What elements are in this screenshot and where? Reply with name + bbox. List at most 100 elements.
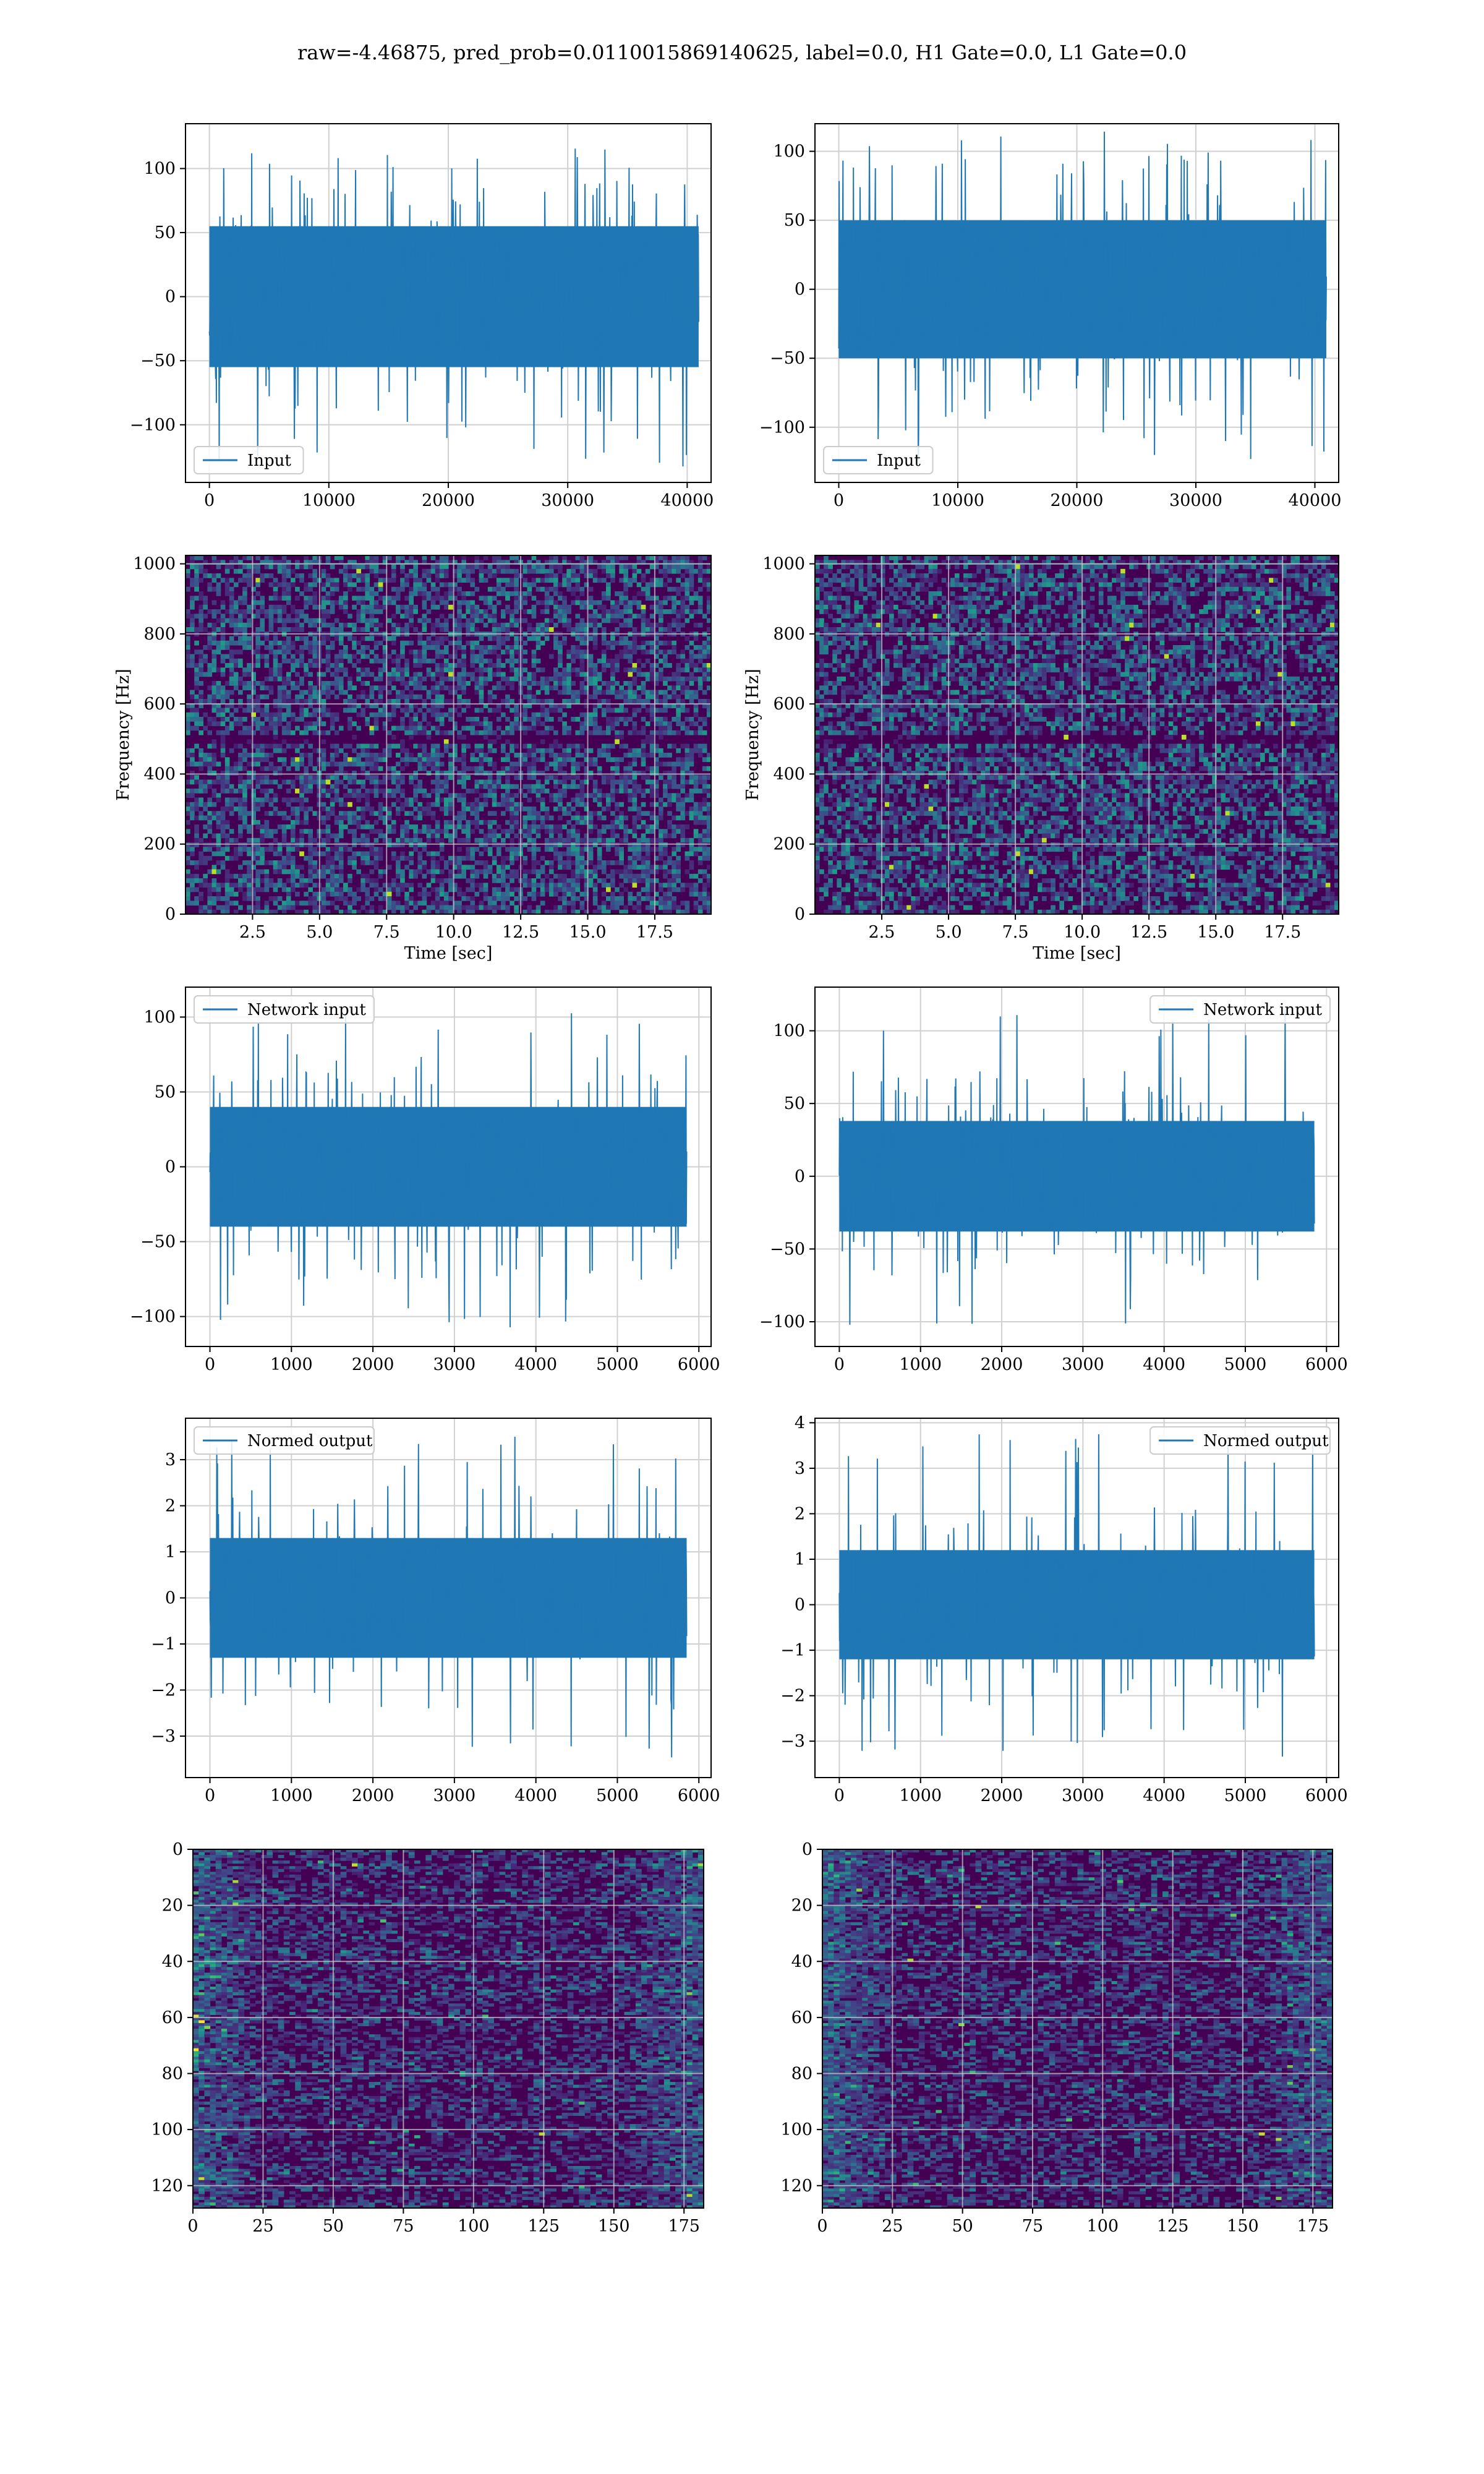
h1-feature-map-panel: 0 25 50 75 100 125 150 175 0 20 40 60 80 100 120 <box>151 1840 704 2236</box>
legend-frame <box>1149 1426 1331 1455</box>
y-tick-label: 400 <box>773 764 805 784</box>
x-tick-label: 0 <box>817 2217 827 2236</box>
x-tick-label: 15.0 <box>569 923 606 942</box>
x-tick-label: 25 <box>882 2217 903 2236</box>
x-tick-label: 75 <box>393 2217 414 2236</box>
x-tick-label: 1000 <box>899 1355 942 1374</box>
h1-normed-output-ticks: 0 1000 2000 3000 4000 5000 6000 −3 −2 −1 0 1 2 3 <box>151 1450 720 1805</box>
x-tick-label: 2.5 <box>869 923 895 942</box>
x-tick-label: 0 <box>834 491 844 510</box>
l1-input-series-line <box>838 131 1327 461</box>
y-tick-label: 800 <box>143 625 176 644</box>
y-tick-label: 400 <box>143 764 176 784</box>
y-tick-label: 200 <box>773 835 805 854</box>
x-tick-label: 17.5 <box>636 923 673 942</box>
x-tick-label: 12.5 <box>502 923 539 942</box>
h1-input-plot-area <box>186 124 711 482</box>
x-tick-label: 0 <box>205 1355 215 1374</box>
l1-normed-output-plot-area <box>815 1418 1339 1778</box>
y-tick-label: 800 <box>773 625 805 644</box>
y-tick-label: 0 <box>795 1167 805 1186</box>
h1-feature-map-frame <box>192 1849 704 2209</box>
y-tick-label: 40 <box>791 1952 812 1971</box>
l1-feature-map-ticks: 0 25 50 75 100 125 150 175 0 20 40 60 80 100 120 <box>780 1840 1329 2236</box>
y-tick-label: −100 <box>130 1308 176 1327</box>
x-tick-label: 2000 <box>981 1786 1023 1805</box>
x-tick-label: 6000 <box>1305 1786 1348 1805</box>
y-tick-label: 20 <box>791 1896 812 1915</box>
x-tick-label: 17.5 <box>1264 923 1301 942</box>
y-tick-label: 0 <box>802 1840 812 1859</box>
legend-label: Input <box>877 452 921 470</box>
l1-input-plot-area <box>815 124 1339 482</box>
x-tick-label: 30000 <box>1169 491 1222 510</box>
y-tick-label: 600 <box>773 695 805 714</box>
l1-feature-map-panel: 0 25 50 75 100 125 150 175 0 20 40 60 80 100 120 <box>780 1840 1333 2236</box>
x-tick-label: 100 <box>1087 2217 1119 2236</box>
y-tick-label: 1000 <box>762 555 805 574</box>
l1-spectrogram-ticks: 2.5 5.0 7.5 10.0 12.5 15.0 17.5 0 200 400 600 800 10… <box>762 555 1301 942</box>
y-tick-label: 50 <box>155 223 176 242</box>
x-tick-label: 150 <box>1227 2217 1259 2236</box>
y-tick-label: 100 <box>780 2120 812 2139</box>
x-tick-label: 5000 <box>1224 1786 1267 1805</box>
y-tick-label: 0 <box>165 905 176 924</box>
h1-normed-output-legend: Normed output <box>194 1426 375 1455</box>
y-tick-label: −3 <box>151 1727 176 1746</box>
x-tick-label: 6000 <box>678 1355 720 1374</box>
x-tick-label: 20000 <box>422 491 475 510</box>
x-tick-label: 6000 <box>678 1786 720 1805</box>
y-tick-label: 0 <box>165 288 176 307</box>
x-tick-label: 20000 <box>1051 491 1104 510</box>
h1-spectrogram-ticks: 2.5 5.0 7.5 10.0 12.5 15.0 17.5 0 200 400 600 800 10… <box>133 555 673 942</box>
x-tick-label: 150 <box>598 2217 630 2236</box>
x-tick-label: 5.0 <box>936 923 962 942</box>
x-tick-label: 10000 <box>302 491 356 510</box>
l1-spectrogram-x-axis-label: Time [sec] <box>1033 944 1121 963</box>
y-tick-label: 20 <box>162 1896 183 1915</box>
h1-network-input-ticks: 0 1000 2000 3000 4000 5000 6000 −100 −50 0 50 100 <box>130 1008 720 1374</box>
x-tick-label: 4000 <box>514 1786 557 1805</box>
x-tick-label: 125 <box>1157 2217 1189 2236</box>
y-tick-label: −50 <box>770 1239 805 1259</box>
h1-input-series-line <box>208 148 699 467</box>
legend-label: Normed output <box>247 1432 373 1450</box>
y-tick-label: 0 <box>165 1589 176 1608</box>
y-tick-label: 60 <box>162 2008 183 2027</box>
x-tick-label: 0 <box>205 1786 215 1805</box>
x-tick-label: 4000 <box>1143 1786 1185 1805</box>
y-tick-label: 1 <box>165 1543 176 1562</box>
x-tick-label: 10.0 <box>1064 923 1101 942</box>
y-tick-label: 4 <box>795 1413 805 1432</box>
x-tick-label: 50 <box>952 2217 973 2236</box>
h1-spectrogram-x-axis-label: Time [sec] <box>404 944 493 963</box>
y-tick-label: 100 <box>143 1008 176 1027</box>
y-tick-label: 0 <box>795 905 805 924</box>
h1-spectrogram-y-axis-label: Frequency [Hz] <box>114 669 133 800</box>
x-tick-label: 175 <box>668 2217 700 2236</box>
h1-normed-output-panel: Normed output 0 1000 2000 3000 4000 5000 6000 −3… <box>151 1418 720 1805</box>
y-tick-label: 100 <box>151 2120 183 2139</box>
y-tick-label: 50 <box>784 1094 805 1113</box>
x-tick-label: 0 <box>834 1355 845 1374</box>
legend-frame <box>194 1426 375 1455</box>
x-tick-label: 2000 <box>352 1355 394 1374</box>
l1-feature-map-grid <box>822 1849 1333 2208</box>
y-tick-label: 3 <box>795 1459 805 1478</box>
y-tick-label: −50 <box>140 1233 176 1252</box>
h1-input-panel: Input 0 10000 20000 30000 40000 −100 −50 0 50 100 <box>130 123 714 510</box>
x-tick-label: 0 <box>204 491 215 510</box>
x-tick-label: 3000 <box>433 1355 476 1374</box>
figure-title: raw=-4.46875, pred_prob=0.01100158691406… <box>0 41 1484 64</box>
x-tick-label: 10000 <box>931 491 984 510</box>
x-tick-label: 7.5 <box>1002 923 1029 942</box>
y-tick-label: 80 <box>162 2065 183 2084</box>
x-tick-label: 1000 <box>270 1786 313 1805</box>
l1-spectrogram-panel: 2.5 5.0 7.5 10.0 12.5 15.0 17.5 0 200 400 600 800 10… <box>743 555 1339 963</box>
l1-network-input-legend: Network input <box>1149 995 1331 1024</box>
y-tick-label: −50 <box>770 349 805 368</box>
h1-feature-map-plot-area <box>193 1849 704 2208</box>
y-tick-label: 0 <box>795 280 805 299</box>
y-tick-label: 3 <box>165 1450 176 1470</box>
